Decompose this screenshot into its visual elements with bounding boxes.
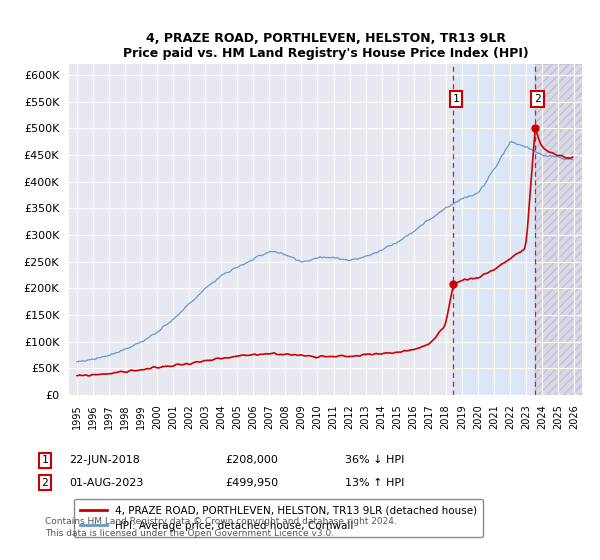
Text: 2: 2 <box>41 478 49 488</box>
Legend: 4, PRAZE ROAD, PORTHLEVEN, HELSTON, TR13 9LR (detached house), HPI: Average pric: 4, PRAZE ROAD, PORTHLEVEN, HELSTON, TR13… <box>74 499 483 537</box>
Title: 4, PRAZE ROAD, PORTHLEVEN, HELSTON, TR13 9LR
Price paid vs. HM Land Registry's H: 4, PRAZE ROAD, PORTHLEVEN, HELSTON, TR13… <box>122 32 529 60</box>
Text: 36% ↓ HPI: 36% ↓ HPI <box>345 455 404 465</box>
Text: £499,950: £499,950 <box>225 478 278 488</box>
Bar <box>535 64 582 395</box>
Text: Contains HM Land Registry data © Crown copyright and database right 2024.: Contains HM Land Registry data © Crown c… <box>45 517 397 526</box>
Text: 22-JUN-2018: 22-JUN-2018 <box>69 455 140 465</box>
Text: 2: 2 <box>534 94 541 104</box>
Text: 1: 1 <box>41 455 49 465</box>
Text: £208,000: £208,000 <box>225 455 278 465</box>
Text: This data is licensed under the Open Government Licence v3.0.: This data is licensed under the Open Gov… <box>45 529 334 538</box>
Text: 1: 1 <box>452 94 459 104</box>
Text: 13% ↑ HPI: 13% ↑ HPI <box>345 478 404 488</box>
Text: 01-AUG-2023: 01-AUG-2023 <box>69 478 143 488</box>
Bar <box>453 64 535 395</box>
